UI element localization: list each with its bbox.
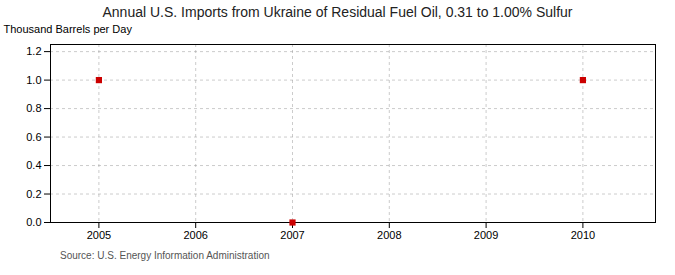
svg-text:2007: 2007 [280,229,304,241]
svg-text:2006: 2006 [183,229,207,241]
svg-text:0.2: 0.2 [26,188,41,200]
svg-text:Thousand Barrels per Day: Thousand Barrels per Day [4,23,133,35]
svg-text:0.6: 0.6 [26,131,41,143]
html-text:Source: U.S. Energy Informatio: Source: U.S. Energy Information Administ… [60,250,270,261]
html-text:Annual U.S. Imports from Ukrai: Annual U.S. Imports from Ukraine of Resi… [102,4,573,20]
svg-text:2010: 2010 [571,229,595,241]
svg-text:2008: 2008 [377,229,401,241]
svg-text:0.0: 0.0 [26,216,41,228]
svg-text:1.2: 1.2 [26,45,41,57]
svg-text:2009: 2009 [474,229,498,241]
svg-text:1.0: 1.0 [26,74,41,86]
svg-text:0.4: 0.4 [26,159,41,171]
svg-text:0.8: 0.8 [26,102,41,114]
svg-text:2005: 2005 [87,229,111,241]
